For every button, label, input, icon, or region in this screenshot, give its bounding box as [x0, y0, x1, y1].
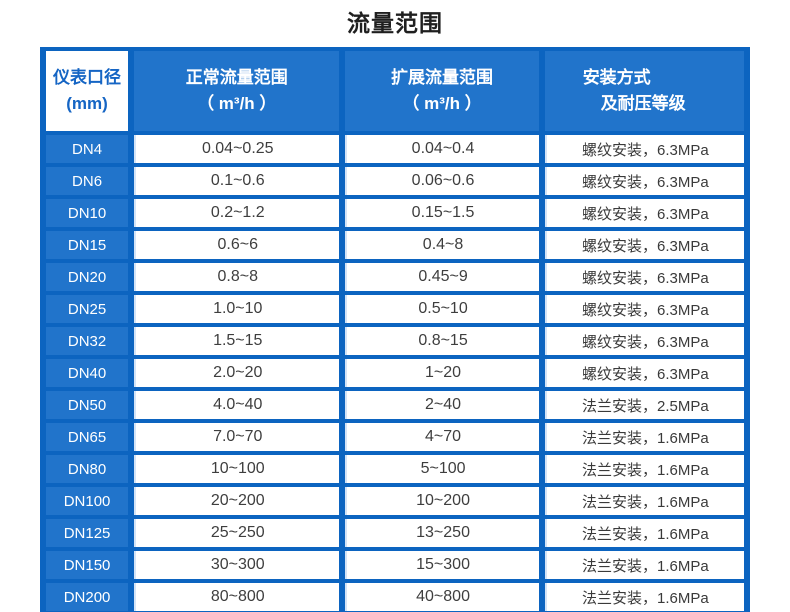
dn-cell: DN50 — [46, 391, 129, 419]
header-extended-line2: （ m³/h ） — [402, 94, 482, 113]
flow-range-table: 仪表口径 (mm) 正常流量范围 （ m³/h ） 扩展流量范围 （ m³/h … — [40, 47, 750, 612]
install-cell: 螺纹安装，6.3MPa — [544, 167, 744, 195]
normal-range-cell: 0.6~6 — [134, 231, 340, 259]
dn-cell: DN40 — [46, 359, 129, 387]
extended-range-cell: 0.45~9 — [345, 263, 539, 291]
extended-range-cell: 2~40 — [345, 391, 539, 419]
install-cell: 法兰安装，1.6MPa — [544, 423, 744, 451]
table-row: DN4 0.04~0.25 0.04~0.4 螺纹安装，6.3MPa — [46, 135, 744, 163]
extended-range-cell: 0.4~8 — [345, 231, 539, 259]
dn-cell: DN100 — [46, 487, 129, 515]
dn-cell: DN10 — [46, 199, 129, 227]
header-install-line1: 安装方式 — [582, 67, 651, 87]
table-row: DN80 10~100 5~100 法兰安装，1.6MPa — [46, 455, 744, 483]
dn-cell: DN150 — [46, 551, 129, 579]
install-cell: 法兰安装，1.6MPa — [544, 519, 744, 547]
normal-range-cell: 30~300 — [134, 551, 340, 579]
table-row: DN65 7.0~70 4~70 法兰安装，1.6MPa — [46, 423, 744, 451]
extended-range-cell: 4~70 — [345, 423, 539, 451]
header-diameter: 仪表口径 (mm) — [46, 51, 129, 131]
install-cell: 法兰安装，1.6MPa — [544, 551, 744, 579]
normal-range-cell: 10~100 — [134, 455, 340, 483]
extended-range-cell: 10~200 — [345, 487, 539, 515]
dn-cell: DN4 — [46, 135, 129, 163]
dn-cell: DN20 — [46, 263, 129, 291]
normal-range-cell: 0.8~8 — [134, 263, 340, 291]
table-row: DN200 80~800 40~800 法兰安装，1.6MPa — [46, 583, 744, 611]
install-cell: 法兰安装，2.5MPa — [544, 391, 744, 419]
table-row: DN32 1.5~15 0.8~15 螺纹安装，6.3MPa — [46, 327, 744, 355]
extended-range-cell: 0.5~10 — [345, 295, 539, 323]
dn-cell: DN15 — [46, 231, 129, 259]
header-normal-line1: 正常流量范围 — [185, 67, 288, 87]
table-row: DN25 1.0~10 0.5~10 螺纹安装，6.3MPa — [46, 295, 744, 323]
normal-range-cell: 20~200 — [134, 487, 340, 515]
normal-range-cell: 2.0~20 — [134, 359, 340, 387]
header-row: 仪表口径 (mm) 正常流量范围 （ m³/h ） 扩展流量范围 （ m³/h … — [46, 51, 744, 131]
extended-range-cell: 0.8~15 — [345, 327, 539, 355]
install-cell: 螺纹安装，6.3MPa — [544, 135, 744, 163]
header-normal-range: 正常流量范围 （ m³/h ） — [134, 51, 340, 131]
table-row: DN150 30~300 15~300 法兰安装，1.6MPa — [46, 551, 744, 579]
table-row: DN15 0.6~6 0.4~8 螺纹安装，6.3MPa — [46, 231, 744, 259]
table-row: DN6 0.1~0.6 0.06~0.6 螺纹安装，6.3MPa — [46, 167, 744, 195]
install-cell: 法兰安装，1.6MPa — [544, 455, 744, 483]
install-cell: 螺纹安装，6.3MPa — [544, 231, 744, 259]
extended-range-cell: 15~300 — [345, 551, 539, 579]
install-cell: 法兰安装，1.6MPa — [544, 583, 744, 611]
install-cell: 螺纹安装，6.3MPa — [544, 359, 744, 387]
extended-range-cell: 0.04~0.4 — [345, 135, 539, 163]
normal-range-cell: 7.0~70 — [134, 423, 340, 451]
install-cell: 法兰安装，1.6MPa — [544, 487, 744, 515]
dn-cell: DN200 — [46, 583, 129, 611]
install-cell: 螺纹安装，6.3MPa — [544, 327, 744, 355]
header-extended-line1: 扩展流量范围 — [391, 67, 494, 87]
table-row: DN125 25~250 13~250 法兰安装，1.6MPa — [46, 519, 744, 547]
dn-cell: DN125 — [46, 519, 129, 547]
table-row: DN20 0.8~8 0.45~9 螺纹安装，6.3MPa — [46, 263, 744, 291]
extended-range-cell: 0.06~0.6 — [345, 167, 539, 195]
normal-range-cell: 0.2~1.2 — [134, 199, 340, 227]
header-install: 安装方式 及耐压等级 — [544, 51, 744, 131]
table-row: DN100 20~200 10~200 法兰安装，1.6MPa — [46, 487, 744, 515]
extended-range-cell: 40~800 — [345, 583, 539, 611]
table-header: 仪表口径 (mm) 正常流量范围 （ m³/h ） 扩展流量范围 （ m³/h … — [46, 51, 744, 131]
normal-range-cell: 4.0~40 — [134, 391, 340, 419]
page-title: 流量范围 — [347, 10, 443, 36]
install-cell: 螺纹安装，6.3MPa — [544, 295, 744, 323]
normal-range-cell: 80~800 — [134, 583, 340, 611]
install-cell: 螺纹安装，6.3MPa — [544, 263, 744, 291]
extended-range-cell: 13~250 — [345, 519, 539, 547]
header-diameter-line2: (mm) — [66, 94, 108, 113]
header-extended-range: 扩展流量范围 （ m³/h ） — [345, 51, 539, 131]
header-diameter-line1: 仪表口径 — [53, 67, 122, 87]
dn-cell: DN25 — [46, 295, 129, 323]
table-row: DN10 0.2~1.2 0.15~1.5 螺纹安装，6.3MPa — [46, 199, 744, 227]
dn-cell: DN80 — [46, 455, 129, 483]
table-body: DN4 0.04~0.25 0.04~0.4 螺纹安装，6.3MPa DN6 0.1~0.… — [46, 135, 744, 611]
extended-range-cell: 5~100 — [345, 455, 539, 483]
normal-range-cell: 1.0~10 — [134, 295, 340, 323]
normal-range-cell: 25~250 — [134, 519, 340, 547]
header-normal-line2: （ m³/h ） — [197, 94, 277, 113]
normal-range-cell: 1.5~15 — [134, 327, 340, 355]
normal-range-cell: 0.04~0.25 — [134, 135, 340, 163]
dn-cell: DN32 — [46, 327, 129, 355]
dn-cell: DN65 — [46, 423, 129, 451]
extended-range-cell: 1~20 — [345, 359, 539, 387]
header-install-line2: 及耐压等级 — [600, 94, 686, 113]
table-row: DN50 4.0~40 2~40 法兰安装，2.5MPa — [46, 391, 744, 419]
normal-range-cell: 0.1~0.6 — [134, 167, 340, 195]
dn-cell: DN6 — [46, 167, 129, 195]
table-row: DN40 2.0~20 1~20 螺纹安装，6.3MPa — [46, 359, 744, 387]
install-cell: 螺纹安装，6.3MPa — [544, 199, 744, 227]
page: 流量范围 仪表口径 (mm) 正常流量范围 （ m³/h ） 扩展流量范围 （ … — [0, 4, 790, 612]
extended-range-cell: 0.15~1.5 — [345, 199, 539, 227]
